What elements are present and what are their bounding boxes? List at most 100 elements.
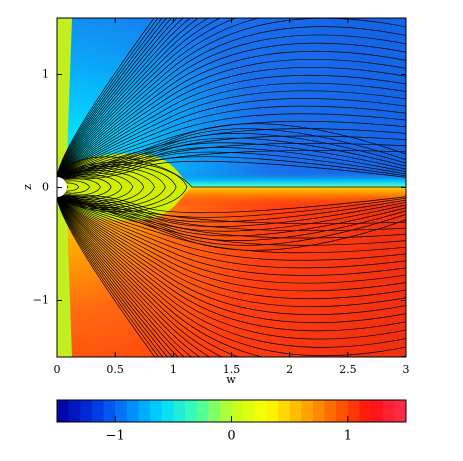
colorbar-cell	[208, 400, 221, 422]
contour-line	[57, 18, 178, 178]
colorbar-cell	[254, 400, 267, 422]
contour-line	[57, 90, 406, 178]
colorbar-cell	[394, 400, 407, 422]
colorbar-cell	[324, 400, 337, 422]
contour-line	[57, 196, 201, 357]
contour-line	[57, 18, 159, 178]
contour-line	[57, 196, 173, 357]
contour-line	[57, 113, 406, 178]
contour-line	[57, 18, 155, 178]
contour-line	[57, 74, 406, 178]
contour-line	[57, 196, 406, 324]
contour-line	[57, 18, 209, 178]
contour-line	[57, 196, 223, 357]
colorbar-cell	[68, 400, 81, 422]
contour-line	[57, 18, 191, 178]
contour-line	[57, 196, 193, 357]
contour-line	[57, 196, 406, 308]
contour-line	[57, 58, 406, 178]
y-axis-label: z	[21, 184, 34, 190]
colorbar-cell	[289, 400, 302, 422]
contour-line	[57, 18, 172, 178]
contour-line	[57, 18, 168, 178]
contour-line	[57, 196, 164, 357]
contour-line	[57, 196, 406, 300]
colorbar-cell	[103, 400, 116, 422]
colorbar-cell	[347, 400, 360, 422]
colorbar-cell	[57, 400, 70, 422]
x-tick-label: 2	[286, 363, 293, 376]
contour-loop	[57, 172, 134, 202]
colorbar-cell	[126, 400, 139, 422]
contour-line	[57, 42, 406, 178]
contour-line	[57, 196, 406, 224]
contour-line	[57, 196, 406, 269]
colorbar-cell	[243, 400, 256, 422]
contour-line	[57, 196, 406, 348]
x-tick-label: 0	[54, 363, 61, 376]
contour-line	[57, 196, 160, 357]
contour-line	[57, 123, 406, 178]
contour-line	[57, 196, 406, 340]
contour-line	[57, 196, 406, 357]
contour-line	[57, 18, 199, 178]
contour-loop	[57, 166, 166, 208]
contour-line	[57, 150, 406, 178]
colorbar-cell	[161, 400, 174, 422]
y-tick-label: 0	[42, 181, 49, 194]
colorbar-cell	[184, 400, 198, 422]
colorbar-tick-label: −1	[106, 429, 125, 444]
contour-line	[57, 18, 406, 178]
colorbar-cell	[219, 400, 232, 422]
contour-line	[57, 50, 406, 178]
colorbar-cell	[196, 400, 209, 422]
contour-line	[57, 196, 169, 357]
colorbar-cell	[91, 400, 105, 422]
colorbar-cell	[173, 400, 186, 422]
contour-line	[57, 196, 406, 261]
y-tick-label: 1	[42, 68, 49, 81]
contour-line	[57, 105, 406, 178]
contour-line	[57, 196, 406, 251]
colorbar-tick-label: 0	[227, 429, 235, 444]
x-axis-label: w	[226, 373, 236, 386]
contour-line	[57, 66, 406, 178]
contour-line	[57, 196, 156, 357]
contour-separatrix	[57, 156, 406, 188]
colorbar-cell	[138, 400, 151, 422]
colorbar-cell	[150, 400, 163, 422]
contour-line	[57, 18, 163, 178]
x-tick-label: 1	[170, 363, 177, 376]
colorbar-cell	[359, 400, 372, 422]
contour-line	[57, 196, 406, 357]
contour-line	[57, 18, 184, 178]
colorbar-cell	[231, 400, 244, 422]
contour-line	[57, 196, 185, 357]
contour-line	[57, 142, 406, 178]
field	[57, 18, 406, 357]
colorbar-cell	[336, 400, 349, 422]
axes: 0 0.5 1 1.5 2 2.5 3 −1 0 1	[33, 18, 410, 376]
colorbar-cell	[278, 400, 291, 422]
x-tick-label: 3	[403, 363, 410, 376]
colorbar: −1 0 1	[57, 400, 407, 444]
colorbar-frame	[56, 399, 407, 423]
contour-line	[57, 26, 406, 178]
colorbar-cell	[382, 400, 395, 422]
contour-line	[57, 196, 211, 357]
contour-line	[57, 196, 406, 332]
contour-line	[57, 34, 406, 178]
contour-loop	[57, 163, 177, 211]
contour-line	[57, 196, 406, 237]
contour-line	[57, 147, 406, 178]
colorbar-cell	[80, 400, 93, 422]
x-tick-label: 2.5	[339, 363, 357, 376]
contour-line	[57, 196, 406, 232]
contour-loop	[57, 161, 188, 213]
contour-line	[57, 98, 406, 178]
colorbar-cell	[301, 400, 314, 422]
colorbar-cell	[115, 400, 128, 422]
contour-line	[57, 160, 406, 180]
contour-line	[57, 196, 179, 357]
